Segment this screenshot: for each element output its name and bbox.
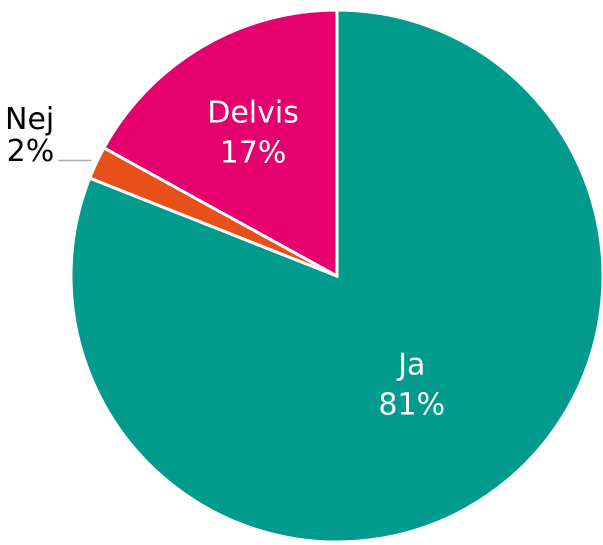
slice-value: 2% bbox=[7, 134, 55, 169]
slice-value: 17% bbox=[220, 136, 287, 171]
slice-label: Delvis bbox=[207, 96, 299, 131]
slice-value: 81% bbox=[378, 388, 445, 423]
slice-label: Nej bbox=[5, 102, 54, 137]
pie-slice bbox=[101, 8, 339, 279]
slice-label: Ja bbox=[396, 348, 425, 383]
